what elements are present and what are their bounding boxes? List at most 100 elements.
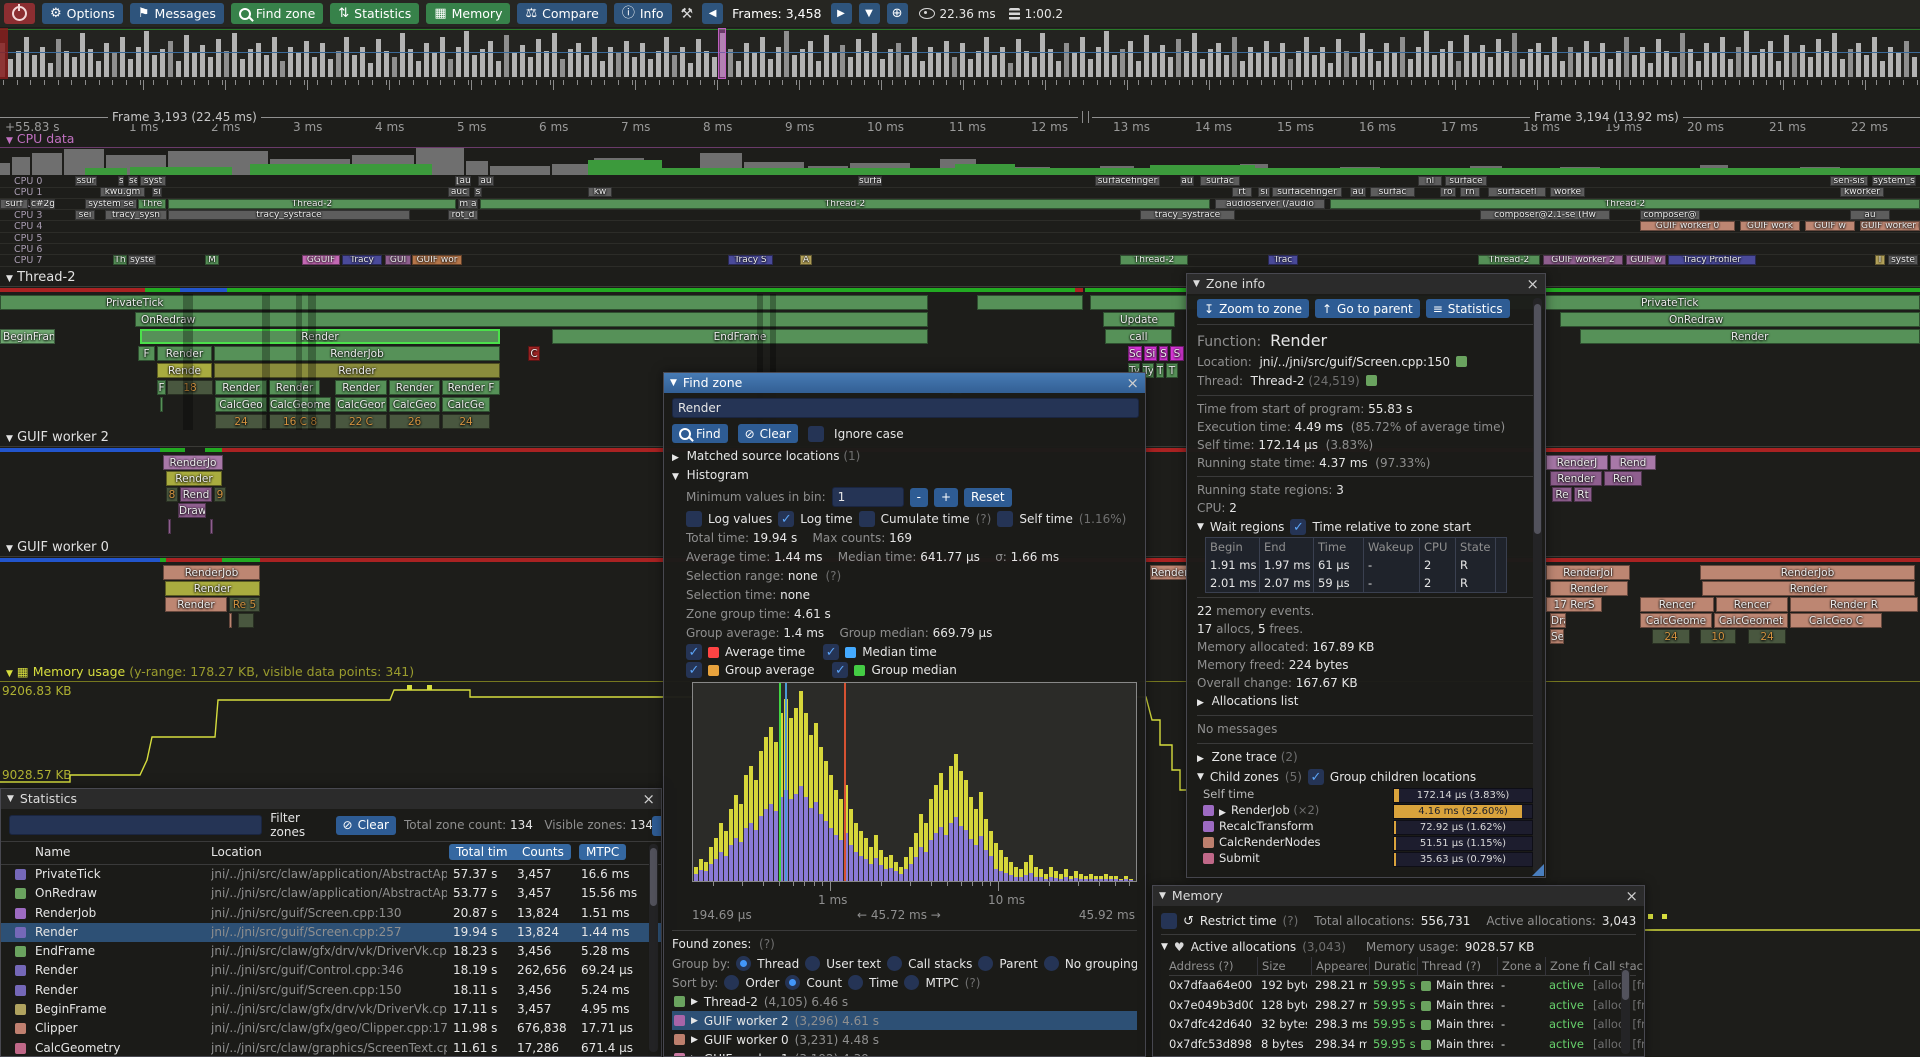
cpu-zone[interactable]: I	[1875, 255, 1885, 266]
cpu-zone[interactable]: GUIF worker 0	[1640, 221, 1735, 232]
go-to-parent-button[interactable]: ↑ Go to parent	[1314, 299, 1420, 318]
timeline-zone[interactable]: Render	[1550, 581, 1628, 596]
timeline-zone[interactable]: Si	[1144, 346, 1157, 361]
collapse-icon[interactable]: ▼	[1159, 891, 1166, 901]
cpu-zone[interactable]: system se	[85, 198, 137, 209]
user-text-radio[interactable]	[805, 956, 821, 971]
cpu-zone[interactable]: surfac	[1200, 176, 1240, 186]
cpu-zone[interactable]: Thread-2	[1478, 255, 1540, 266]
thread-header-guif-worker-0[interactable]: ▼ GUIF worker 0	[6, 540, 109, 555]
memory-usage-header[interactable]: ▼ ▦ Memory usage (y-range: 178.27 KB, vi…	[6, 664, 415, 679]
cpu-zone[interactable]: si	[1258, 187, 1270, 198]
timeline-zone[interactable]: 24	[442, 414, 490, 429]
timeline-zone[interactable]: F	[157, 380, 166, 395]
cpu-zone[interactable]: Thread-2	[480, 198, 1210, 209]
cpu-zone[interactable]: rn	[1460, 187, 1480, 198]
expand-icon[interactable]: ▶	[691, 1054, 698, 1057]
average-time-checkbox[interactable]: ✓	[686, 644, 702, 660]
timeline-zone[interactable]: T	[1166, 363, 1178, 378]
scrollbar-thumb[interactable]	[1622, 970, 1629, 1000]
memory-column-header[interactable]: Size	[1257, 957, 1307, 975]
table-row[interactable]: PrivateTick jni/../jni/src/claw/applicati…	[1, 865, 661, 884]
restrict-time-checkbox[interactable]	[1161, 913, 1177, 929]
timeline-zone[interactable]: OnRedraw	[135, 312, 928, 327]
timeline-zone[interactable]: Ren	[1604, 471, 1642, 486]
cpu-zone[interactable]: audioserver (/audio	[1215, 198, 1325, 209]
scrollbar-thumb[interactable]	[1534, 304, 1541, 534]
ignore-case-checkbox[interactable]	[808, 425, 825, 442]
timeline-zone[interactable]: Render	[215, 380, 267, 395]
timeline-zone[interactable]: F	[138, 346, 155, 361]
cpu-zone[interactable]: surf	[0, 198, 28, 209]
timeline-zone[interactable]: 22 C	[335, 414, 387, 429]
statistics-button[interactable]: ≡ Statistics	[1425, 299, 1510, 318]
cpu-zone[interactable]: sen-sis	[1830, 176, 1868, 186]
column-header-counts[interactable]: Counts	[515, 844, 571, 860]
cpu-zone[interactable]: Tracy Profiler	[1668, 255, 1756, 266]
group-median-checkbox[interactable]: ✓	[832, 662, 849, 678]
cpu-zone[interactable]: tracy_sysn	[105, 209, 167, 220]
timeline-zone[interactable]: BeginFrame	[0, 329, 55, 344]
collapse-icon[interactable]: ▼	[7, 794, 14, 804]
parent-radio[interactable]	[978, 956, 994, 971]
expand-icon[interactable]: ▶	[1197, 754, 1204, 764]
go-to-frame-button[interactable]: ▼	[858, 3, 880, 24]
close-icon[interactable]: ×	[642, 790, 655, 808]
resize-grip[interactable]	[1532, 864, 1544, 876]
cpu-zone[interactable]: rot_d	[448, 209, 478, 220]
timeline-zone[interactable]: Render	[389, 380, 440, 395]
cpu-zone[interactable]: GUIF worker 2	[1543, 255, 1623, 266]
timeline-zone[interactable]: RenderJo	[1150, 565, 1190, 580]
column-header-total-time[interactable]: Total tim	[449, 844, 521, 860]
timeline-zone[interactable]: CalcGeome	[269, 397, 331, 412]
timeline-zone[interactable]: 9	[214, 487, 226, 502]
log-values-checkbox[interactable]	[686, 511, 702, 527]
timeline-zone[interactable]: Render	[1580, 329, 1920, 344]
info-button[interactable]: ⓘ Info	[613, 3, 672, 24]
timeline-zone[interactable]: Render	[214, 363, 500, 378]
thread-radio[interactable]	[736, 956, 752, 971]
timeline-zone[interactable]	[160, 397, 163, 412]
expand-icon[interactable]: ▶	[1197, 698, 1204, 708]
frame-label[interactable]: Frame 3,194 (13.92 ms)	[1530, 110, 1683, 124]
cpu-zone[interactable]: Thre	[138, 198, 166, 209]
timeline-zone[interactable]: Dra	[1550, 613, 1566, 628]
child-zone-row[interactable]: Self time 172.14 µs (3.83%)	[1197, 787, 1537, 803]
cpu-zone[interactable]: surfacefl	[1488, 187, 1546, 198]
timeline-zone[interactable]: Rencer	[1716, 597, 1788, 612]
timeline-zone[interactable]: Render	[269, 380, 320, 395]
cpu-zone[interactable]: si	[152, 187, 162, 198]
cpu-zone[interactable]: GGUIF	[302, 255, 340, 266]
cumulate-time-checkbox[interactable]	[858, 511, 875, 527]
timeline-zone[interactable]: Draw	[178, 503, 206, 518]
memory-scrollbar[interactable]	[1621, 968, 1630, 1054]
child-zone-row[interactable]: RecalcTransform 72.92 µs (1.62%)	[1197, 819, 1537, 835]
column-header-location[interactable]: Location	[211, 845, 262, 859]
cpu-zone[interactable]: M	[205, 255, 219, 266]
options-button[interactable]: ⚙ Options	[42, 3, 123, 24]
cpu-zone[interactable]: GUI	[385, 255, 411, 266]
table-row[interactable]: BeginFrame jni/../jni/src/claw/gfx/drv/vk…	[1, 1000, 661, 1019]
timeline-zone[interactable]: C	[528, 346, 540, 361]
no-grouping-radio[interactable]	[1043, 956, 1059, 971]
reset-button[interactable]: Reset	[964, 487, 1012, 507]
table-row[interactable]: Render jni/../jni/src/guif/Control.cpp:34…	[1, 961, 661, 980]
cpu-zone[interactable]: GUIF w	[1805, 221, 1855, 232]
timeline-zone[interactable]: CalcGeomet	[1714, 613, 1788, 628]
child-zone-row[interactable]: Submit 35.63 µs (0.79%)	[1197, 851, 1537, 867]
next-frame-button[interactable]: ▶	[830, 3, 852, 24]
timeline-zone[interactable]	[168, 519, 171, 534]
timeline-zone[interactable]: RenderJ	[1546, 455, 1608, 470]
timeline-zone[interactable]: Re	[1552, 487, 1572, 502]
memory-column-header[interactable]: Address (?)	[1169, 959, 1234, 973]
cpu-zone[interactable]: c#2g	[30, 198, 55, 209]
timeline-zone[interactable]: 10	[1700, 629, 1736, 644]
source-color-swatch[interactable]	[1455, 356, 1467, 367]
time-relative-checkbox[interactable]: ✓	[1290, 519, 1307, 535]
cpu-zone[interactable]: GUIF wor	[412, 255, 462, 266]
expand-icon[interactable]: ▶	[691, 1034, 698, 1045]
timeline-zone[interactable]: CalcGe	[442, 397, 490, 412]
cpu-zone[interactable]: Thread-2	[168, 198, 456, 209]
cpu-zone[interactable]: au	[478, 176, 494, 186]
timeline-zone[interactable]: T	[1156, 363, 1164, 378]
